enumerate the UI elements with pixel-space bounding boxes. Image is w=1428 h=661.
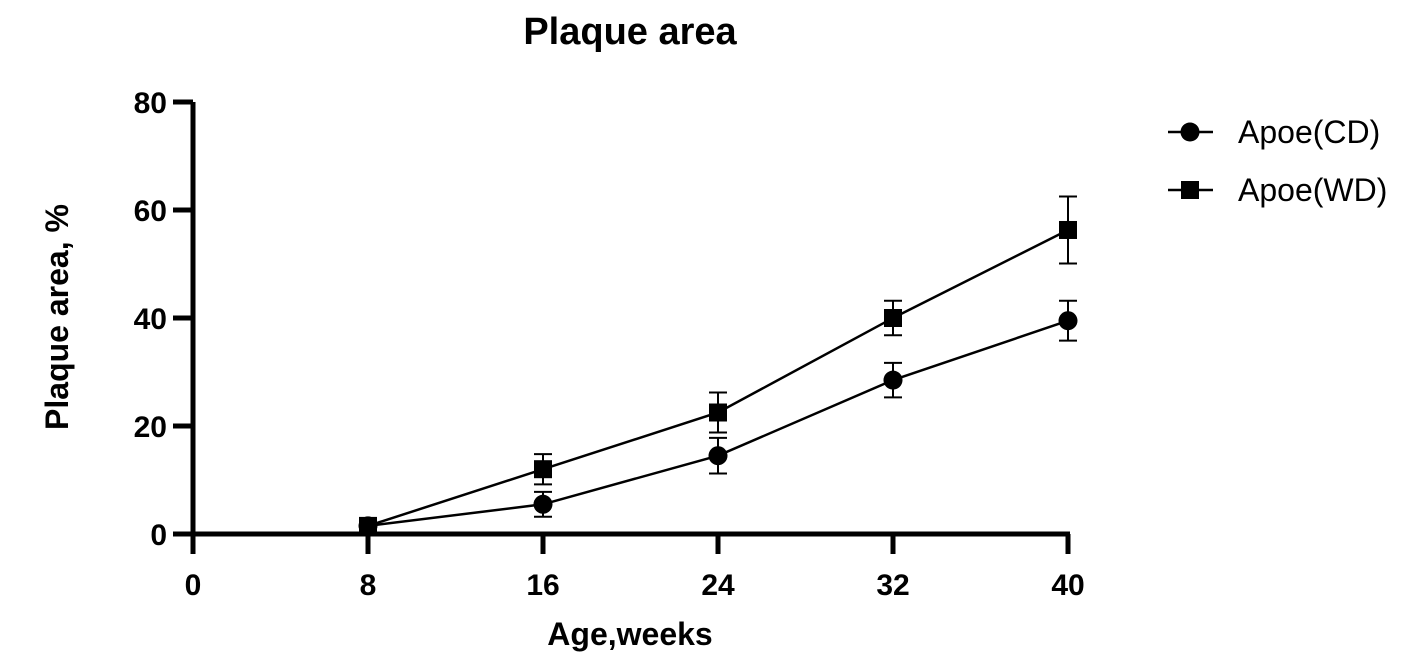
legend-entry-1: Apoe(CD) <box>1168 114 1380 150</box>
data-point <box>884 309 902 327</box>
legend-label: Apoe(CD) <box>1238 114 1380 150</box>
y-axis-label: Plaque area, % <box>39 204 75 430</box>
legend-marker <box>1180 122 1200 142</box>
y-tick-label: 20 <box>134 411 167 444</box>
x-axis-label: Age,weeks <box>547 616 712 652</box>
y-tick-label: 60 <box>134 195 167 228</box>
x-tick-label: 32 <box>876 569 909 602</box>
legend-marker <box>1181 181 1199 199</box>
x-tick-label: 24 <box>701 569 735 602</box>
data-point <box>534 460 552 479</box>
axes: 0 20 40 60 80 0 8 16 24 32 40 <box>134 87 1085 602</box>
data-point <box>1059 220 1077 239</box>
series-line <box>367 228 1069 528</box>
data-point <box>709 403 727 422</box>
legend-entry-2: Apoe(WD) <box>1168 172 1387 208</box>
data-point <box>883 370 903 390</box>
legend: Apoe(CD) Apoe(WD) <box>1168 114 1387 208</box>
y-tick-label: 80 <box>134 87 167 120</box>
chart-title: Plaque area <box>523 11 737 53</box>
x-tick-label: 8 <box>360 569 377 602</box>
data-point <box>359 516 377 535</box>
data-point <box>1058 311 1078 331</box>
y-tick-label: 0 <box>150 519 167 552</box>
data-point <box>533 494 553 514</box>
x-tick-label: 40 <box>1051 569 1084 602</box>
data-point <box>708 446 728 466</box>
x-tick-label: 0 <box>185 569 202 602</box>
y-tick-label: 40 <box>134 303 167 336</box>
x-tick-label: 16 <box>526 569 559 602</box>
legend-label: Apoe(WD) <box>1238 172 1387 208</box>
plot-area <box>358 195 1078 536</box>
series-2 <box>359 195 1077 535</box>
